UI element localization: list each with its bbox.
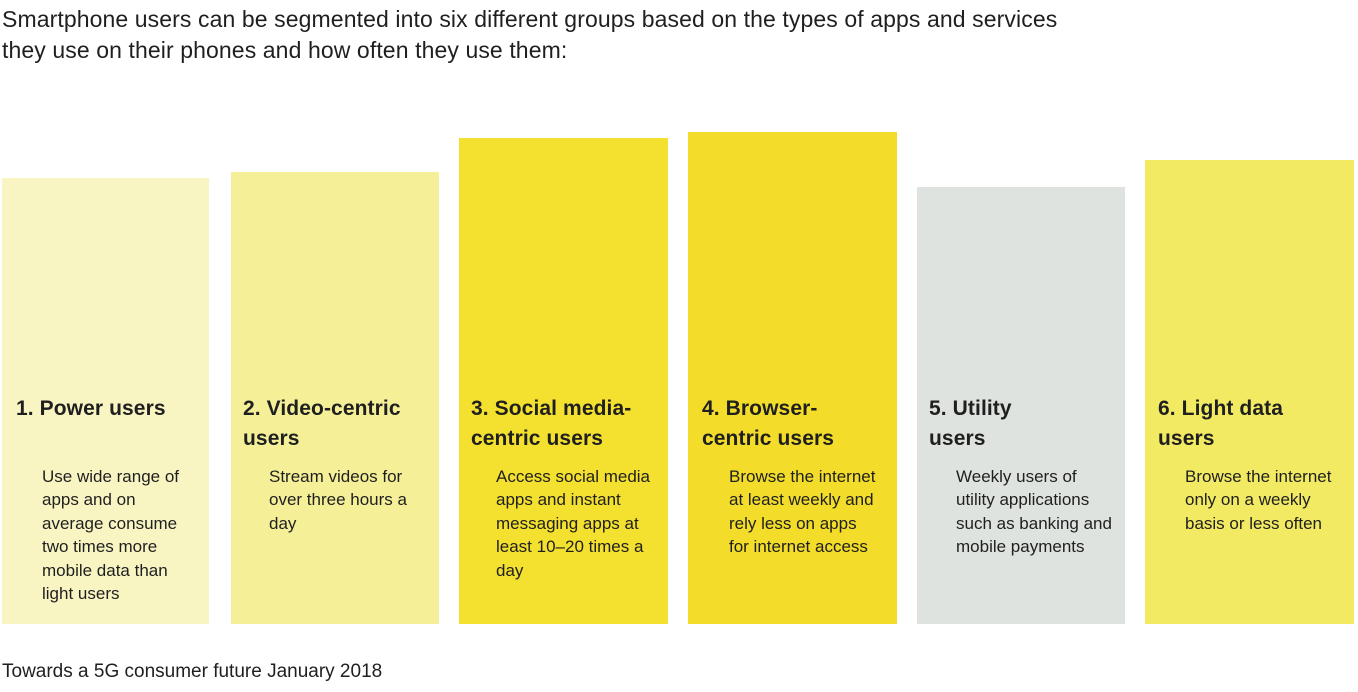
- segment-title: 1. Power users: [16, 397, 166, 420]
- segment-utility-users: 5. Utility users Weekly users of utility…: [917, 187, 1125, 624]
- segment-description: Access social media apps and instant mes…: [496, 467, 651, 580]
- segment-browser-centric-users: 4. Browser-centric users Browse the inte…: [688, 132, 897, 624]
- intro-text: Smartphone users can be segmented into s…: [2, 6, 1058, 63]
- segment-title: 3. Social media-centric users: [471, 397, 632, 450]
- segment-description: Browse the internet only on a weekly bas…: [1185, 467, 1332, 533]
- segment-video-centric-users: 2. Video-centric users Stream videos for…: [231, 172, 439, 624]
- segment-power-users: 1. Power users Use wide range of apps an…: [2, 178, 209, 624]
- segment-title: 5. Utility users: [929, 397, 1012, 450]
- segment-title: 2. Video-centric users: [243, 397, 401, 450]
- segment-description: Weekly users of utility applications suc…: [956, 467, 1112, 557]
- segment-title: 4. Browser-centric users: [702, 397, 835, 450]
- segment-description: Use wide range of apps and on average co…: [42, 467, 180, 604]
- segment-social-media-centric-users: 3. Social media-centric users Access soc…: [459, 138, 668, 624]
- segment-description: Browse the internet at least weekly and …: [729, 467, 876, 557]
- segment-description: Stream videos for over three hours a day: [269, 467, 407, 533]
- source-caption: Towards a 5G consumer future January 201…: [2, 661, 383, 682]
- segment-light-data-users: 6. Light data users Browse the internet …: [1145, 160, 1354, 624]
- segment-title: 6. Light data users: [1158, 397, 1283, 450]
